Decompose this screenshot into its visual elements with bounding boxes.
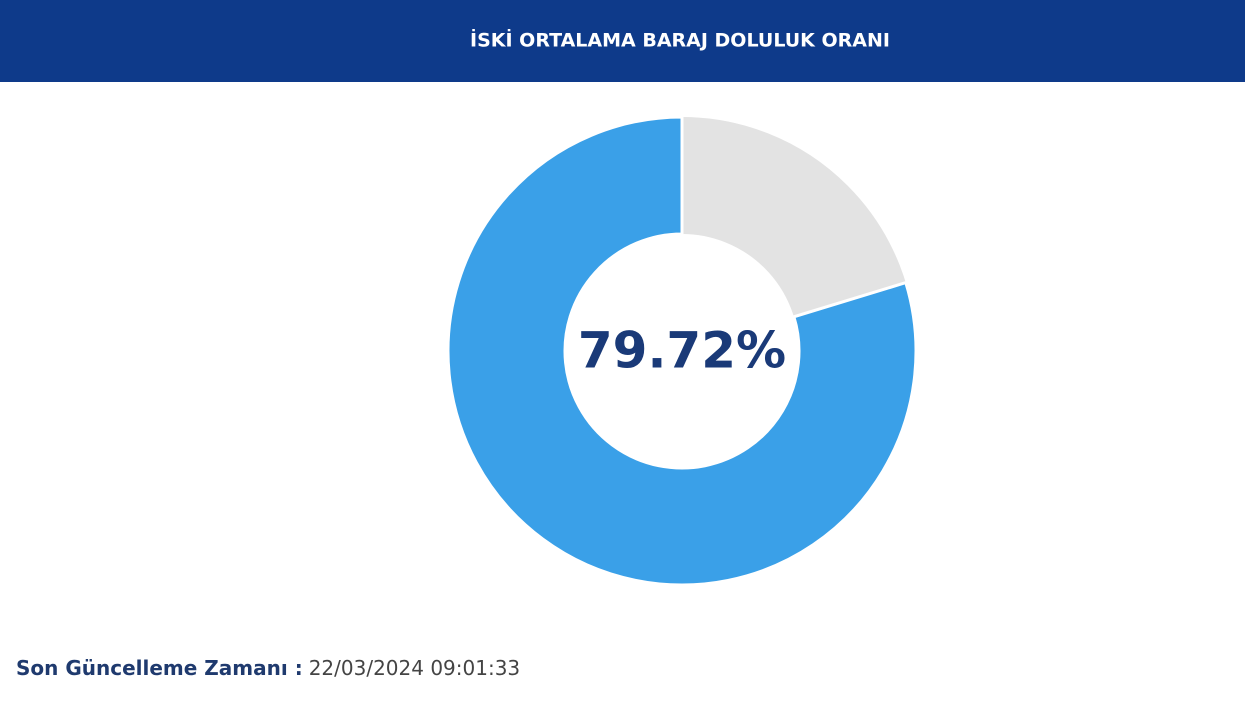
donut-segment (446, 115, 918, 587)
footnote-value: 22/03/2024 09:01:33 (309, 656, 520, 680)
footnote: Son Güncelleme Zamanı :22/03/2024 09:01:… (16, 656, 520, 680)
center-label: 79.72% (578, 322, 786, 380)
header-bar (0, 0, 1245, 82)
arcs (446, 115, 918, 587)
footnote-label: Son Güncelleme Zamanı : (16, 656, 303, 680)
chart-title: İSKİ ORTALAMA BARAJ DOLULUK ORANI (470, 28, 890, 52)
